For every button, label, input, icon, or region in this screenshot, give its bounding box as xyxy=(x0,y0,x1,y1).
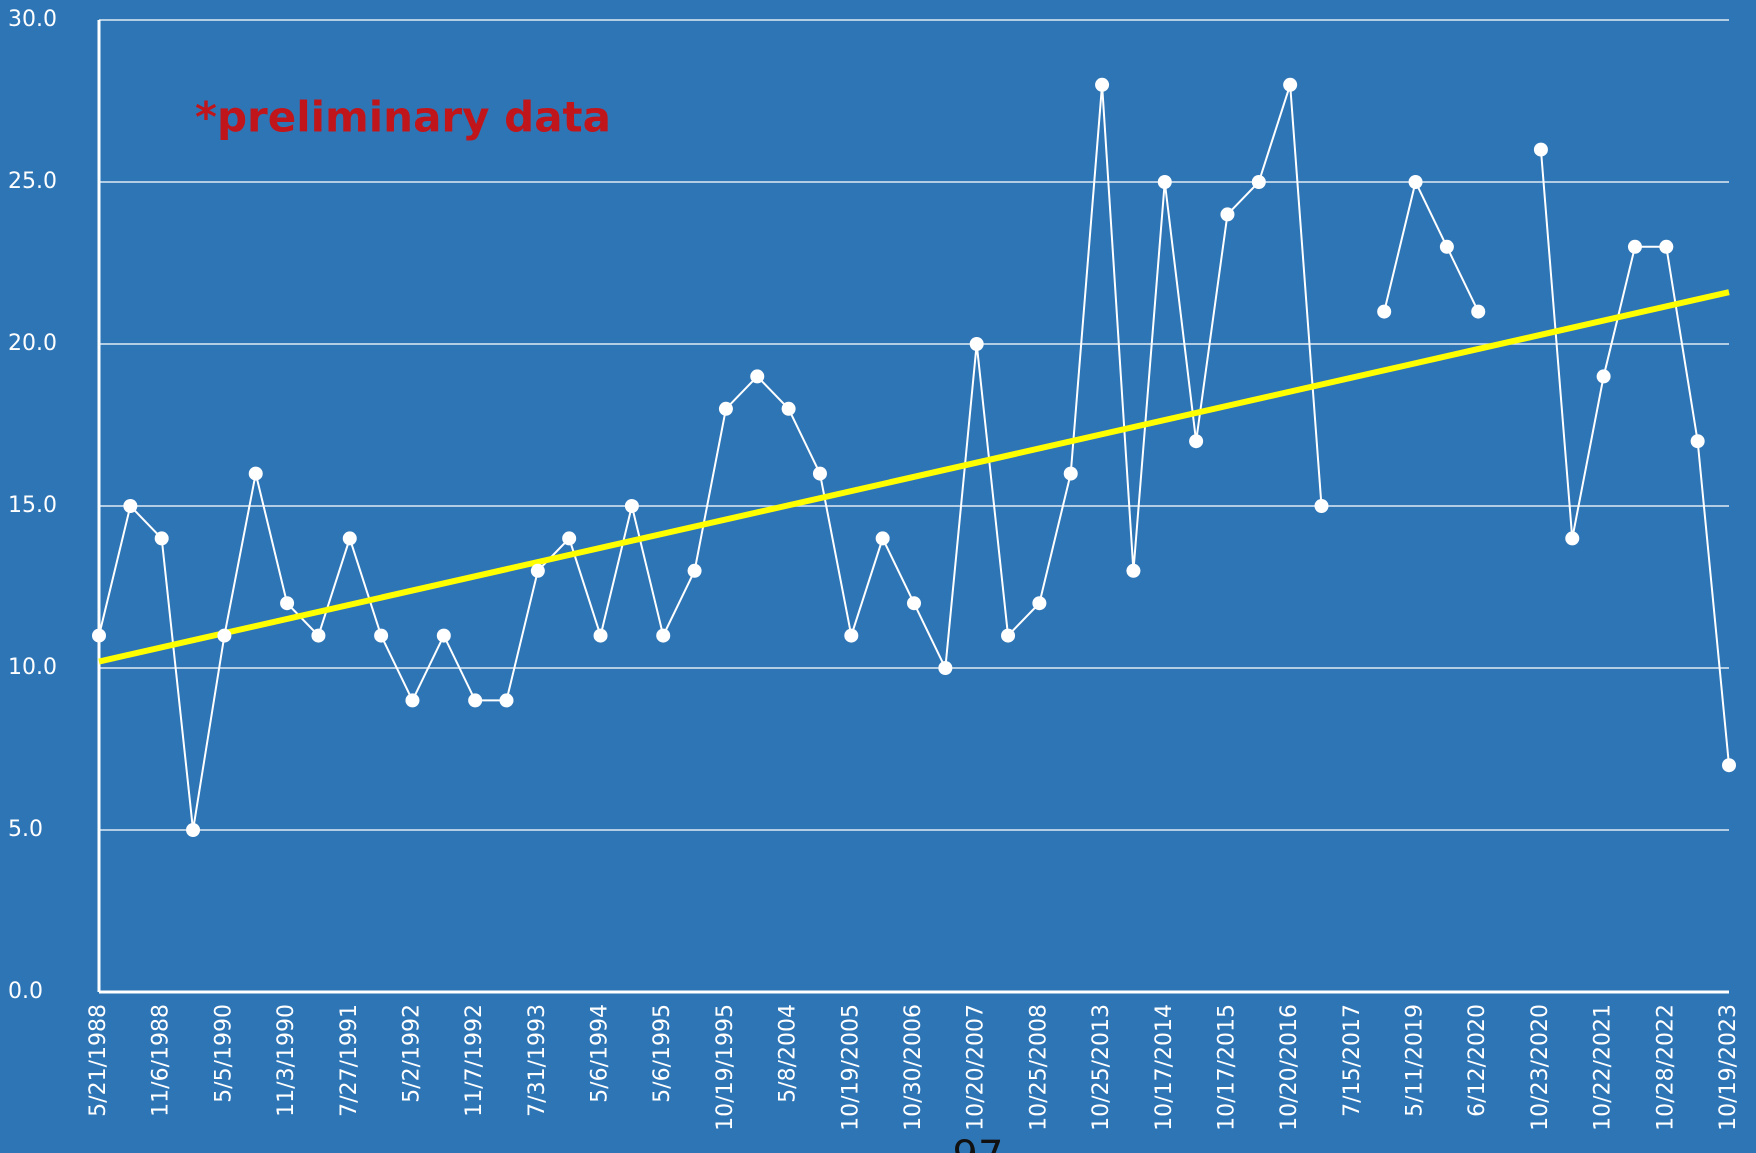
data-point xyxy=(311,628,326,643)
data-point xyxy=(593,628,608,643)
data-point xyxy=(154,531,169,546)
x-tick-label: 10/30/2006 xyxy=(901,1004,926,1131)
data-point xyxy=(969,337,984,351)
x-tick-label: 10/17/2015 xyxy=(1214,1004,1239,1131)
data-point xyxy=(374,628,389,643)
data-point xyxy=(1596,369,1611,384)
page-number: 97 xyxy=(953,1133,1004,1153)
data-point xyxy=(186,823,201,837)
x-tick-label: 11/7/1992 xyxy=(462,1004,487,1117)
data-point xyxy=(92,628,106,643)
data-point xyxy=(1220,207,1235,222)
x-tick-label: 5/11/2019 xyxy=(1403,1004,1428,1117)
y-tick-label: 25.0 xyxy=(8,169,57,194)
x-tick-label: 5/6/1994 xyxy=(588,1004,613,1103)
x-tick-label: 10/28/2022 xyxy=(1653,1004,1678,1131)
data-point xyxy=(248,466,263,481)
data-point xyxy=(718,401,733,416)
x-tick-label: 6/12/2020 xyxy=(1465,1004,1490,1117)
data-point xyxy=(436,628,451,643)
data-point xyxy=(1659,239,1674,254)
x-tick-label: 7/27/1991 xyxy=(337,1004,362,1117)
data-point xyxy=(938,661,953,675)
data-point xyxy=(1627,239,1642,254)
x-tick-label: 10/17/2014 xyxy=(1152,1004,1177,1131)
y-tick-label: 20.0 xyxy=(8,331,57,356)
annotation: *preliminary data xyxy=(195,93,611,142)
data-point xyxy=(1565,531,1580,546)
x-tick-label: 10/23/2020 xyxy=(1528,1004,1553,1131)
x-tick-label: 7/15/2017 xyxy=(1340,1004,1365,1117)
x-tick-label: 11/3/1990 xyxy=(274,1004,299,1117)
data-point xyxy=(1001,628,1016,643)
data-point xyxy=(1063,466,1078,481)
data-point xyxy=(844,628,859,643)
data-point xyxy=(217,628,232,643)
x-tick-label: 5/8/2004 xyxy=(776,1004,801,1103)
data-point xyxy=(1471,304,1486,319)
data-point xyxy=(1189,434,1204,449)
data-point xyxy=(405,693,420,708)
y-tick-label: 5.0 xyxy=(8,817,43,842)
data-point xyxy=(812,466,827,481)
data-point xyxy=(750,369,765,384)
x-tick-label: 10/22/2021 xyxy=(1591,1004,1616,1131)
x-tick-label: 10/20/2007 xyxy=(964,1004,989,1131)
data-point xyxy=(875,531,890,546)
trend-line xyxy=(98,289,1730,665)
data-point xyxy=(562,531,577,546)
data-point xyxy=(781,401,796,416)
data-point xyxy=(280,596,295,611)
data-point xyxy=(1095,77,1110,92)
x-tick-label: 5/5/1990 xyxy=(211,1004,236,1103)
data-point xyxy=(1690,434,1705,449)
data-point xyxy=(1032,596,1047,611)
y-tick-label: 0.0 xyxy=(8,979,43,1004)
x-tick-label: 10/25/2008 xyxy=(1026,1004,1051,1131)
y-tick-label: 15.0 xyxy=(8,493,57,518)
data-point xyxy=(656,628,671,643)
data-point xyxy=(468,693,483,708)
data-point xyxy=(1377,304,1392,319)
y-tick-label: 30.0 xyxy=(8,7,57,32)
data-point xyxy=(1283,77,1298,92)
data-point xyxy=(1251,175,1266,189)
x-tick-label: 10/19/2005 xyxy=(838,1004,863,1131)
data-line xyxy=(1383,179,1480,313)
x-tick-label: 11/6/1988 xyxy=(149,1004,174,1117)
data-point xyxy=(1314,499,1329,513)
x-tick-label: 7/31/1993 xyxy=(525,1004,550,1117)
data-point xyxy=(1157,175,1172,189)
data-point xyxy=(624,499,639,513)
data-point xyxy=(1722,758,1736,773)
x-tick-label: 5/6/1995 xyxy=(650,1004,675,1103)
data-point xyxy=(687,563,702,578)
data-point xyxy=(530,563,545,578)
data-point xyxy=(1533,142,1548,157)
x-tick-label: 10/19/2023 xyxy=(1716,1004,1741,1131)
x-tick-label: 10/19/1995 xyxy=(713,1004,738,1131)
x-tick-label: 10/20/2016 xyxy=(1277,1004,1302,1131)
data-point xyxy=(1408,175,1423,189)
x-tick-label: 10/25/2013 xyxy=(1089,1004,1114,1131)
x-tick-label: 5/2/1992 xyxy=(399,1004,424,1103)
data-point xyxy=(907,596,921,611)
data-point xyxy=(123,499,138,513)
data-point xyxy=(499,693,514,708)
data-point xyxy=(1439,239,1454,254)
data-point xyxy=(342,531,357,546)
x-tick-label: 5/21/1988 xyxy=(86,1004,111,1117)
data-point xyxy=(1126,563,1141,578)
y-tick-label: 10.0 xyxy=(8,655,57,680)
data-line xyxy=(98,84,1323,831)
